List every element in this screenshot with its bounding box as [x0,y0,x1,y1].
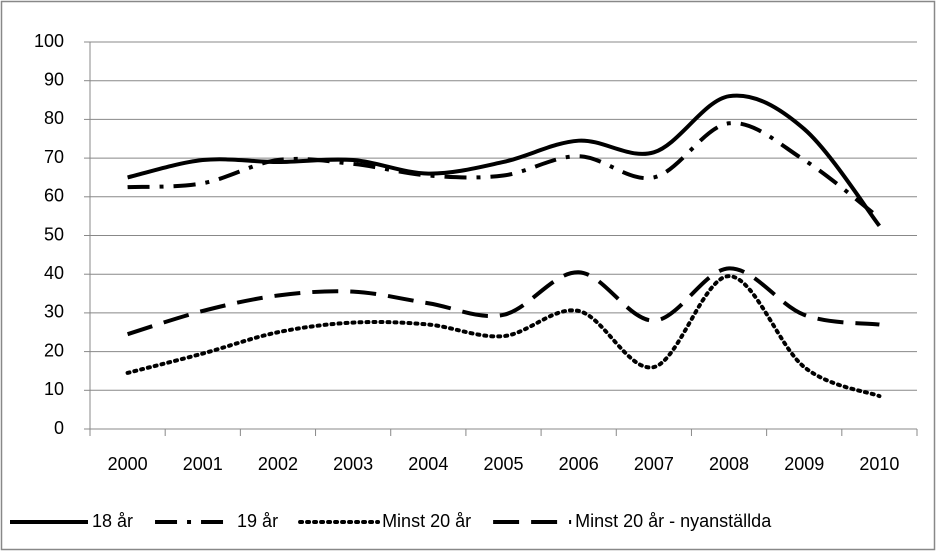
y-tick-label: 90 [44,69,64,89]
y-tick-label: 0 [54,418,64,438]
y-tick-label: 40 [44,263,64,283]
x-tick-label: 2009 [784,454,824,474]
y-tick-label: 60 [44,186,64,206]
x-tick-label: 2008 [709,454,749,474]
y-tick-label: 10 [44,379,64,399]
x-tick-label: 2000 [108,454,148,474]
y-tick-label: 100 [34,31,64,51]
series-line [125,274,882,399]
series-line [127,266,880,337]
legend-label: Minst 20 år [382,511,471,531]
y-tick-label: 50 [44,224,64,244]
series-line [127,121,881,220]
x-tick-label: 2010 [859,454,899,474]
legend-label: 18 år [92,511,133,531]
y-tick-label: 80 [44,108,64,128]
legend-label: 19 år [237,511,278,531]
legend-label: Minst 20 år - nyanställda [575,511,772,531]
x-tick-label: 2004 [408,454,448,474]
x-tick-label: 2001 [183,454,223,474]
y-tick-label: 30 [44,302,64,322]
x-tick-label: 2003 [333,454,373,474]
x-tick-label: 2002 [258,454,298,474]
x-tick-label: 2005 [483,454,523,474]
y-tick-label: 70 [44,147,64,167]
x-tick-label: 2007 [634,454,674,474]
y-tick-label: 20 [44,340,64,360]
x-tick-label: 2006 [559,454,599,474]
